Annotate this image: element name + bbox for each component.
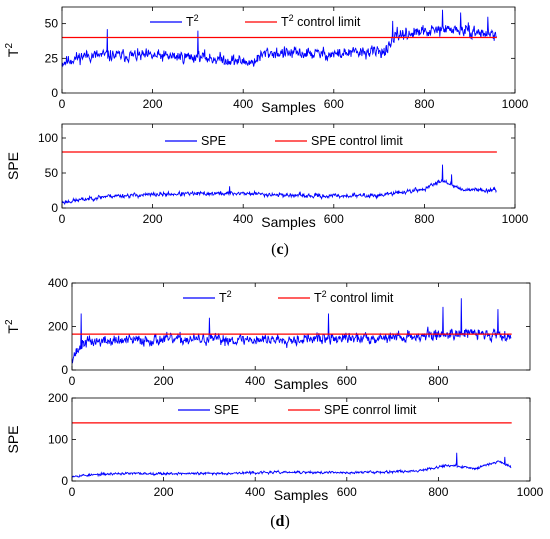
x-axis-label: Samples	[274, 487, 328, 503]
legend: T2 T2 control limit	[183, 289, 394, 305]
y-tick-label: 100	[48, 433, 68, 447]
y-tick-label: 0	[61, 474, 68, 488]
x-tick-label: 400	[233, 212, 253, 226]
y-tick-label: 200	[48, 320, 68, 334]
x-tick-label: 1000	[502, 212, 529, 226]
x-tick-label: 1000	[502, 97, 529, 111]
legend-entry: T2	[219, 289, 232, 305]
legend-entry: SPE	[214, 403, 239, 417]
x-tick-label: 200	[143, 212, 163, 226]
y-axis-label: T2	[4, 319, 21, 334]
x-tick-label: 800	[428, 374, 448, 388]
x-tick-label: 400	[233, 97, 253, 111]
x-tick-label: 0	[69, 485, 76, 499]
series-line-3	[71, 452, 512, 478]
chart-c-t2: 0 200 400 600 800 1000 0 25 50 Samples T2 T2 T2 cont…	[4, 6, 529, 115]
x-axis-label: Samples	[261, 214, 315, 230]
x-tick-label: 600	[337, 485, 357, 499]
x-tick-label: 600	[324, 97, 344, 111]
panel-label-d: (d)	[270, 513, 290, 530]
x-tick-label: 800	[414, 212, 434, 226]
x-tick-label: 400	[245, 485, 265, 499]
axes-frame	[61, 6, 516, 94]
y-tick-label: 200	[48, 391, 68, 405]
y-tick-label: 50	[45, 17, 59, 31]
x-tick-label: 200	[154, 374, 174, 388]
x-axis-label: Samples	[274, 376, 328, 392]
y-tick-label: 25	[45, 51, 59, 65]
x-tick-label: 400	[245, 374, 265, 388]
panel-label-c: (c)	[271, 241, 289, 258]
axes-frame	[61, 123, 516, 209]
legend-entry: T2 control limit	[281, 13, 361, 29]
legend: SPE SPE conrrol limit	[178, 403, 417, 417]
x-tick-label: 1000	[517, 485, 544, 499]
series-line-1	[61, 164, 497, 206]
y-tick-label: 0	[51, 86, 58, 100]
series-line-0	[61, 9, 497, 68]
x-tick-label: 0	[69, 374, 76, 388]
legend-entry: T2 control limit	[314, 289, 394, 305]
x-tick-label: 600	[324, 212, 344, 226]
legend-entry: SPE control limit	[311, 134, 403, 148]
legend-entry: SPE	[201, 134, 226, 148]
y-tick-label: 0	[51, 201, 58, 215]
x-tick-label: 200	[154, 485, 174, 499]
y-tick-label: 100	[38, 131, 58, 145]
chart-d-t2: 0 200 400 600 800 0 200 400 Samples T2 T2 T2 contro…	[4, 276, 531, 392]
x-tick-label: 800	[414, 97, 434, 111]
x-tick-label: 0	[59, 97, 66, 111]
x-tick-label: 800	[428, 485, 448, 499]
y-axis-label: SPE	[5, 425, 21, 453]
x-tick-label: 600	[337, 374, 357, 388]
x-axis-label: Samples	[261, 99, 315, 115]
y-tick-label: 400	[48, 276, 68, 290]
legend-entry: T2	[186, 13, 199, 29]
legend: T2 T2 control limit	[150, 13, 361, 29]
y-tick-label: 0	[61, 363, 68, 377]
y-axis-label: T2	[4, 43, 21, 58]
y-tick-label: 50	[45, 166, 59, 180]
series-line-2	[71, 298, 512, 364]
x-tick-label: 200	[143, 97, 163, 111]
legend-entry: SPE conrrol limit	[324, 403, 417, 417]
legend: SPE SPE control limit	[165, 134, 403, 148]
x-tick-label: 0	[59, 212, 66, 226]
y-axis-label: SPE	[5, 152, 21, 180]
